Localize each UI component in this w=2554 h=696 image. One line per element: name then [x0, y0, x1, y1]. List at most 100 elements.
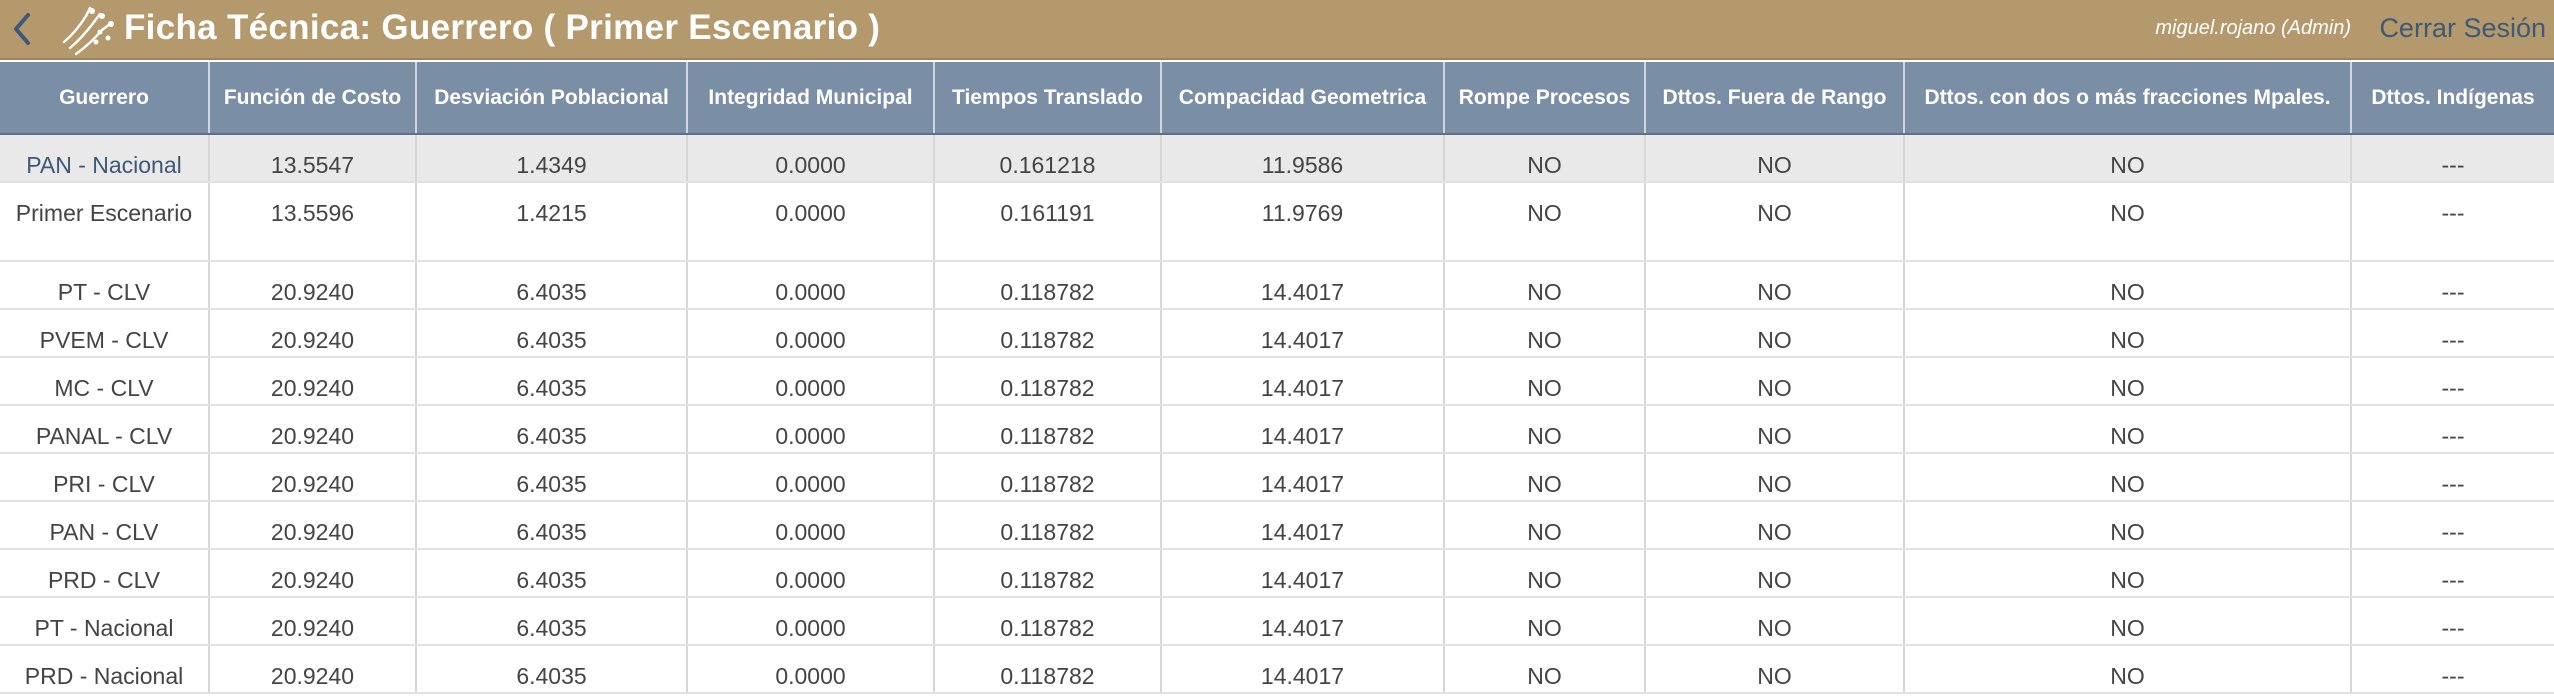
geometric-compactness-cell: 11.9586 — [1161, 134, 1445, 183]
table-row[interactable]: Primer Escenario 13.5596 1.4215 0.0000 0.161… — [0, 182, 2554, 262]
municipal-integrity-cell: 0.0000 — [687, 134, 935, 183]
breaks-processes-cell: NO — [1444, 645, 1646, 694]
scenario-name-cell: PRI - CLV — [0, 453, 210, 502]
cost-function-cell: 20.9240 — [209, 597, 417, 646]
travel-time-cell: 0.118782 — [934, 501, 1162, 550]
out-of-range-cell: NO — [1645, 501, 1905, 550]
table-row[interactable]: PAN - Nacional 13.5547 1.4349 0.0000 0.16121… — [0, 134, 2554, 183]
population-deviation-cell: 1.4215 — [416, 182, 688, 262]
column-header[interactable]: Dttos. con dos o más fracciones Mpales. — [1904, 62, 2352, 135]
table-row[interactable]: PANAL - CLV 20.9240 6.4035 0.0000 0.118782 14… — [0, 405, 2554, 454]
travel-time-cell: 0.118782 — [934, 357, 1162, 406]
column-header[interactable]: Tiempos Translado — [934, 62, 1162, 135]
table-row[interactable]: PAN - CLV 20.9240 6.4035 0.0000 0.118782 14.4… — [0, 501, 2554, 550]
column-header[interactable]: Función de Costo — [209, 62, 417, 135]
municipal-integrity-cell: 0.0000 — [687, 182, 935, 262]
scenario-name-cell: PANAL - CLV — [0, 405, 210, 454]
indigenous-cell: --- — [2351, 405, 2554, 454]
multi-fraction-cell: NO — [1904, 134, 2352, 183]
out-of-range-cell: NO — [1645, 405, 1905, 454]
out-of-range-cell: NO — [1645, 134, 1905, 183]
scenario-name-cell: Primer Escenario — [0, 182, 210, 262]
population-deviation-cell: 6.4035 — [416, 357, 688, 406]
back-button[interactable] — [4, 6, 40, 52]
indigenous-cell: --- — [2351, 549, 2554, 598]
table-row[interactable]: PRD - CLV 20.9240 6.4035 0.0000 0.118782 14.4… — [0, 549, 2554, 598]
geometric-compactness-cell: 14.4017 — [1161, 357, 1445, 406]
cost-function-cell: 13.5596 — [209, 182, 417, 262]
column-header[interactable]: Guerrero — [0, 62, 210, 135]
multi-fraction-cell: NO — [1904, 549, 2352, 598]
table-row[interactable]: MC - CLV 20.9240 6.4035 0.0000 0.118782 14.40… — [0, 357, 2554, 406]
municipal-integrity-cell: 0.0000 — [687, 645, 935, 694]
breaks-processes-cell: NO — [1444, 453, 1646, 502]
geometric-compactness-cell: 14.4017 — [1161, 309, 1445, 358]
geometric-compactness-cell: 11.9769 — [1161, 182, 1445, 262]
logout-link[interactable]: Cerrar Sesión — [2379, 13, 2546, 43]
population-deviation-cell: 1.4349 — [416, 134, 688, 183]
breaks-processes-cell: NO — [1444, 309, 1646, 358]
breaks-processes-cell: NO — [1444, 501, 1646, 550]
user-label: miguel.rojano (Admin) — [2155, 17, 2351, 39]
breaks-processes-cell: NO — [1444, 549, 1646, 598]
multi-fraction-cell: NO — [1904, 405, 2352, 454]
page-title: Ficha Técnica: Guerrero ( Primer Escenar… — [124, 8, 881, 47]
travel-time-cell: 0.118782 — [934, 597, 1162, 646]
geometric-compactness-cell: 14.4017 — [1161, 261, 1445, 310]
multi-fraction-cell: NO — [1904, 501, 2352, 550]
table-row[interactable]: PRD - Nacional 20.9240 6.4035 0.0000 0.11878… — [0, 645, 2554, 694]
cost-function-cell: 13.5547 — [209, 134, 417, 183]
travel-time-cell: 0.118782 — [934, 453, 1162, 502]
out-of-range-cell: NO — [1645, 182, 1905, 262]
data-table: Guerrero Función de Costo Desviación Pob… — [0, 62, 2554, 694]
multi-fraction-cell: NO — [1904, 261, 2352, 310]
multi-fraction-cell: NO — [1904, 597, 2352, 646]
table-row[interactable]: PVEM - CLV 20.9240 6.4035 0.0000 0.118782 14.… — [0, 309, 2554, 358]
scenario-name-cell: MC - CLV — [0, 357, 210, 406]
column-header[interactable]: Desviación Poblacional — [416, 62, 688, 135]
scenario-name-cell: PVEM - CLV — [0, 309, 210, 358]
municipal-integrity-cell: 0.0000 — [687, 549, 935, 598]
travel-time-cell: 0.118782 — [934, 645, 1162, 694]
travel-time-cell: 0.161191 — [934, 182, 1162, 262]
cost-function-cell: 20.9240 — [209, 645, 417, 694]
population-deviation-cell: 6.4035 — [416, 453, 688, 502]
municipal-integrity-cell: 0.0000 — [687, 309, 935, 358]
cost-function-cell: 20.9240 — [209, 453, 417, 502]
travel-time-cell: 0.118782 — [934, 261, 1162, 310]
cost-function-cell: 20.9240 — [209, 261, 417, 310]
population-deviation-cell: 6.4035 — [416, 597, 688, 646]
indigenous-cell: --- — [2351, 134, 2554, 183]
scenario-name-cell: PAN - CLV — [0, 501, 210, 550]
header-row: Guerrero Función de Costo Desviación Pob… — [0, 62, 2554, 135]
geometric-compactness-cell: 14.4017 — [1161, 597, 1445, 646]
scenario-name-cell: PAN - Nacional — [0, 134, 210, 183]
multi-fraction-cell: NO — [1904, 453, 2352, 502]
column-header[interactable]: Compacidad Geometrica — [1161, 62, 1445, 135]
geometric-compactness-cell: 14.4017 — [1161, 405, 1445, 454]
municipal-integrity-cell: 0.0000 — [687, 405, 935, 454]
indigenous-cell: --- — [2351, 309, 2554, 358]
out-of-range-cell: NO — [1645, 453, 1905, 502]
population-deviation-cell: 6.4035 — [416, 501, 688, 550]
cost-function-cell: 20.9240 — [209, 501, 417, 550]
population-deviation-cell: 6.4035 — [416, 309, 688, 358]
travel-time-cell: 0.118782 — [934, 309, 1162, 358]
indigenous-cell: --- — [2351, 182, 2554, 262]
column-header[interactable]: Dttos. Fuera de Rango — [1645, 62, 1905, 135]
state-logo — [62, 6, 114, 56]
geometric-compactness-cell: 14.4017 — [1161, 549, 1445, 598]
geometric-compactness-cell: 14.4017 — [1161, 453, 1445, 502]
column-header[interactable]: Integridad Municipal — [687, 62, 935, 135]
column-header[interactable]: Dttos. Indígenas — [2351, 62, 2554, 135]
indigenous-cell: --- — [2351, 261, 2554, 310]
breaks-processes-cell: NO — [1444, 357, 1646, 406]
table-row[interactable]: PT - CLV 20.9240 6.4035 0.0000 0.118782 14.40… — [0, 261, 2554, 310]
table-row[interactable]: PT - Nacional 20.9240 6.4035 0.0000 0.118782… — [0, 597, 2554, 646]
population-deviation-cell: 6.4035 — [416, 645, 688, 694]
table-row[interactable]: PRI - CLV 20.9240 6.4035 0.0000 0.118782 14.4… — [0, 453, 2554, 502]
cost-function-cell: 20.9240 — [209, 549, 417, 598]
multi-fraction-cell: NO — [1904, 182, 2352, 262]
column-header[interactable]: Rompe Procesos — [1444, 62, 1646, 135]
out-of-range-cell: NO — [1645, 645, 1905, 694]
